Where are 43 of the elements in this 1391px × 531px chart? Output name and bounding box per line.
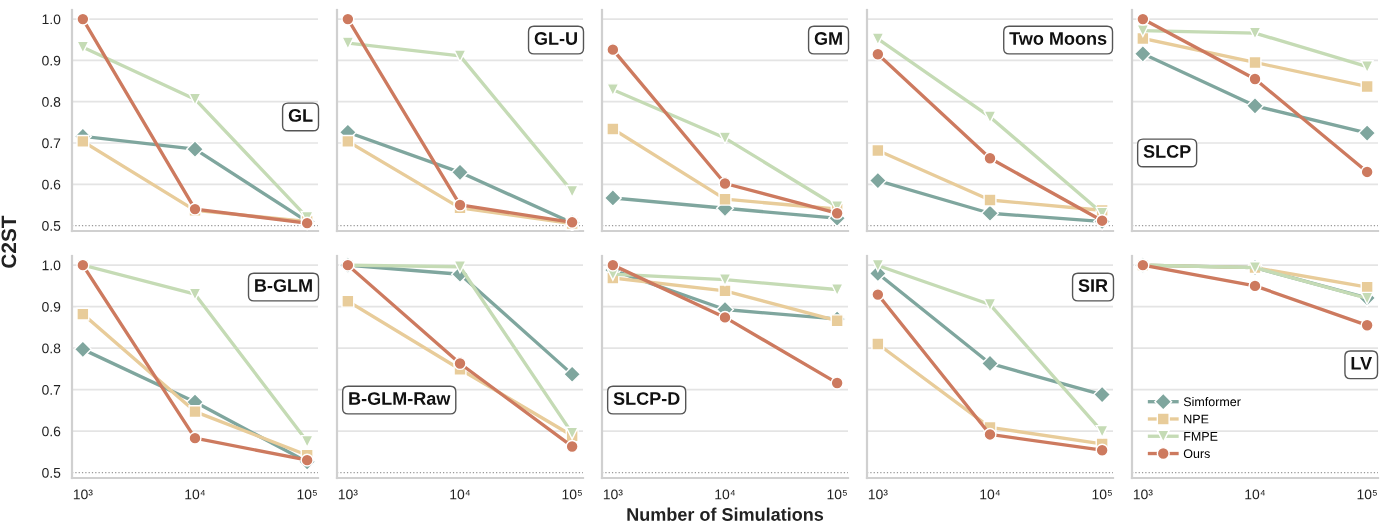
x-tick-label: 10⁴ <box>715 489 736 500</box>
y-tick-label: 0.6 <box>42 426 61 437</box>
y-tick-label: 1.0 <box>42 14 61 25</box>
text: B-GLM <box>255 279 312 292</box>
y-tick-label: 0.7 <box>42 138 61 149</box>
y-tick-label: 1.0 <box>42 260 61 271</box>
text: B-GLM-Raw <box>349 392 451 405</box>
x-tick-label: 10⁵ <box>562 489 582 500</box>
y-tick-label: 0.9 <box>42 55 61 66</box>
y-tick-label: 0.5 <box>42 467 61 478</box>
text: GM <box>814 32 842 45</box>
x-tick-label: 10³ <box>338 489 358 500</box>
x-tick-label: 10⁵ <box>297 489 317 500</box>
x-tick-label: 10⁴ <box>185 489 206 500</box>
x-tick-label: 10⁵ <box>1092 489 1112 500</box>
legend-label: NPE <box>1184 414 1209 424</box>
text: SIR <box>1078 279 1108 292</box>
y-axis-title: C2ST <box>1 215 17 268</box>
y-tick-label: 0.7 <box>42 384 61 395</box>
x-tick-label: 10³ <box>1133 489 1153 500</box>
text: GL-U <box>534 32 577 45</box>
legend-label: Simformer <box>1183 397 1241 407</box>
text: SLCP-D <box>613 392 680 405</box>
x-tick-label: 10³ <box>73 489 93 500</box>
x-tick-label: 10⁴ <box>1245 489 1266 500</box>
x-tick-label: 10⁴ <box>980 489 1001 500</box>
legend-label: Ours <box>1183 449 1210 459</box>
y-tick-label: 0.8 <box>42 343 61 354</box>
y-tick-label: 0.9 <box>42 301 61 312</box>
legend-label: FMPE <box>1184 432 1218 441</box>
y-tick-label: 0.6 <box>42 179 61 190</box>
x-tick-label: 10⁵ <box>827 489 847 500</box>
text: GL <box>288 109 313 122</box>
x-tick-label: 10³ <box>868 489 888 500</box>
text: Two Moons <box>1009 32 1107 45</box>
y-tick-label: 0.8 <box>42 97 61 107</box>
x-tick-label: 10⁵ <box>1357 489 1377 500</box>
x-axis-title: Number of Simulations <box>627 507 824 521</box>
text: LV <box>1351 357 1372 370</box>
text: SLCP <box>1143 145 1191 158</box>
x-tick-label: 10⁴ <box>450 489 471 500</box>
y-tick-label: 0.5 <box>42 220 61 231</box>
x-tick-label: 10³ <box>603 489 623 500</box>
